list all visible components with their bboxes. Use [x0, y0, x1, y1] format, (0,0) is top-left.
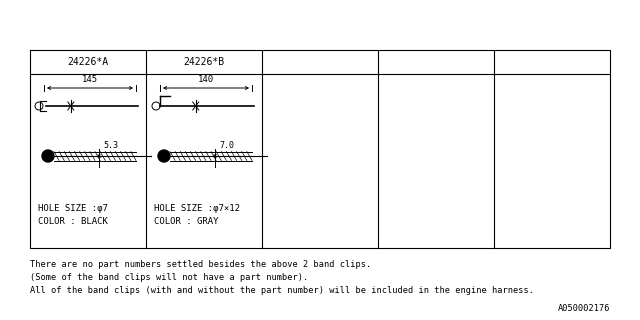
Text: COLOR : GRAY: COLOR : GRAY: [154, 217, 218, 226]
Text: All of the band clips (with and without the part number) will be included in the: All of the band clips (with and without …: [30, 286, 534, 295]
Text: 24226*A: 24226*A: [67, 57, 109, 67]
Text: A050002176: A050002176: [557, 304, 610, 313]
Text: 145: 145: [82, 75, 98, 84]
Circle shape: [158, 150, 170, 162]
Text: There are no part numbers settled besides the above 2 band clips.: There are no part numbers settled beside…: [30, 260, 371, 269]
Text: 7.0: 7.0: [219, 140, 234, 149]
Text: HOLE SIZE :φ7: HOLE SIZE :φ7: [38, 204, 108, 213]
Text: (Some of the band clips will not have a part number).: (Some of the band clips will not have a …: [30, 273, 308, 282]
Text: 140: 140: [198, 75, 214, 84]
Text: 5.3: 5.3: [103, 140, 118, 149]
Text: COLOR : BLACK: COLOR : BLACK: [38, 217, 108, 226]
Text: HOLE SIZE :φ7×12: HOLE SIZE :φ7×12: [154, 204, 240, 213]
Circle shape: [42, 150, 54, 162]
Text: 24226*B: 24226*B: [184, 57, 225, 67]
